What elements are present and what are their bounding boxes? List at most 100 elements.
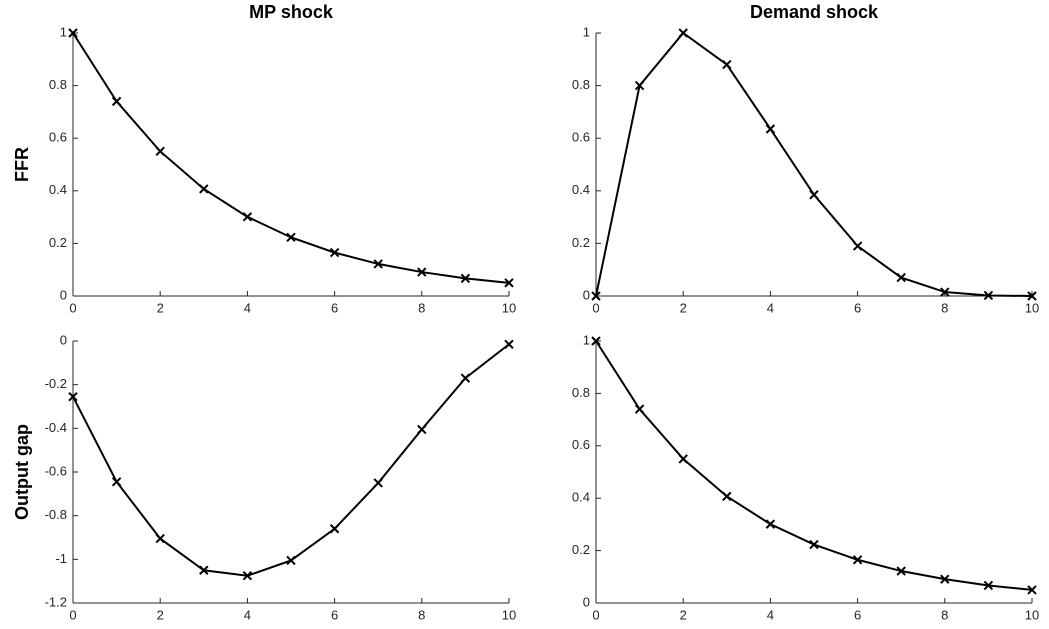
marker — [111, 477, 122, 487]
x-tick-label: 0 — [69, 300, 76, 315]
y-tick-label: 0.6 — [572, 437, 590, 452]
marker — [417, 424, 427, 435]
data-line — [72, 32, 510, 284]
marker — [591, 291, 601, 301]
marker — [286, 232, 296, 243]
marker — [373, 478, 383, 488]
y-axis-label: Output gap — [12, 424, 32, 520]
marker — [373, 259, 383, 269]
y-tick-label: 0.2 — [572, 235, 590, 250]
y-tick-label: 1 — [583, 332, 590, 347]
marker — [852, 555, 863, 565]
marker — [417, 267, 427, 277]
y-tick-label: 0 — [583, 594, 590, 609]
marker — [591, 336, 601, 346]
y-tick-label: 0.4 — [572, 490, 590, 505]
x-tick-label: 10 — [502, 300, 516, 315]
y-tick-label: 0.6 — [49, 130, 67, 145]
y-tick-label: 0.6 — [572, 130, 590, 145]
marker — [1027, 291, 1037, 301]
marker — [111, 96, 122, 107]
x-tick-label: 2 — [680, 300, 687, 315]
marker — [68, 28, 78, 38]
marker — [896, 272, 906, 283]
marker — [329, 247, 340, 258]
marker — [329, 524, 340, 534]
x-tick-label: 0 — [69, 607, 76, 622]
data-line — [595, 31, 1033, 297]
y-tick-label: -0.4 — [45, 420, 67, 435]
marker — [678, 454, 688, 464]
y-tick-label: -1.2 — [45, 594, 67, 609]
y-tick-label: 0.8 — [49, 77, 67, 92]
marker — [286, 555, 296, 566]
x-tick-label: 4 — [767, 300, 774, 315]
marker — [852, 241, 863, 251]
marker — [460, 373, 471, 383]
marker — [809, 190, 819, 200]
marker — [199, 565, 209, 575]
marker — [634, 80, 645, 91]
y-tick-label: -1 — [55, 551, 67, 566]
marker — [504, 339, 514, 349]
y-tick-label: 1 — [583, 24, 590, 39]
x-tick-label: 10 — [1025, 300, 1039, 315]
subplot-title: Demand shock — [750, 2, 879, 22]
y-tick-label: 0.4 — [49, 182, 67, 197]
x-tick-label: 4 — [244, 607, 251, 622]
marker — [940, 574, 950, 584]
marker — [68, 391, 78, 402]
x-tick-label: 8 — [941, 300, 948, 315]
x-tick-label: 6 — [331, 607, 338, 622]
marker — [678, 28, 688, 38]
marker — [896, 566, 906, 576]
marker — [634, 404, 645, 414]
y-tick-label: 0 — [60, 287, 67, 302]
marker — [155, 533, 165, 544]
y-tick-label: -0.2 — [45, 376, 67, 391]
x-tick-label: 6 — [854, 607, 861, 622]
x-tick-label: 2 — [157, 607, 164, 622]
marker — [504, 278, 514, 288]
y-tick-label: 0.4 — [572, 182, 590, 197]
marker — [199, 184, 209, 194]
x-tick-label: 8 — [941, 607, 948, 622]
y-tick-label: 0.8 — [572, 385, 590, 400]
marker — [242, 571, 253, 581]
x-tick-label: 4 — [767, 607, 774, 622]
marker — [722, 491, 732, 502]
subplot-title: MP shock — [249, 2, 334, 22]
x-tick-label: 8 — [418, 607, 425, 622]
y-tick-label: -0.8 — [45, 507, 67, 522]
marker — [722, 59, 732, 70]
marker — [1027, 585, 1037, 595]
marker — [809, 539, 819, 550]
marker — [765, 519, 776, 529]
x-tick-label: 10 — [502, 607, 516, 622]
y-axis-label: FFR — [12, 147, 32, 182]
y-tick-label: 0 — [583, 287, 590, 302]
y-tick-label: 0.8 — [572, 77, 590, 92]
y-tick-label: 0.2 — [572, 542, 590, 557]
x-tick-label: 10 — [1025, 607, 1039, 622]
y-tick-label: -0.6 — [45, 463, 67, 478]
marker — [765, 124, 776, 134]
marker — [940, 287, 950, 297]
marker — [155, 146, 165, 157]
x-tick-label: 4 — [244, 300, 251, 315]
y-tick-label: 0.2 — [49, 235, 67, 250]
marker — [983, 580, 994, 591]
marker — [242, 212, 253, 222]
y-tick-label: 1 — [60, 24, 67, 39]
x-tick-label: 8 — [418, 300, 425, 315]
data-line — [72, 343, 510, 577]
marker — [460, 273, 471, 284]
x-tick-label: 6 — [854, 300, 861, 315]
x-tick-label: 0 — [592, 607, 599, 622]
x-tick-label: 0 — [592, 300, 599, 315]
x-tick-label: 6 — [331, 300, 338, 315]
x-tick-label: 2 — [157, 300, 164, 315]
y-tick-label: 0 — [60, 332, 67, 347]
marker — [983, 290, 994, 301]
